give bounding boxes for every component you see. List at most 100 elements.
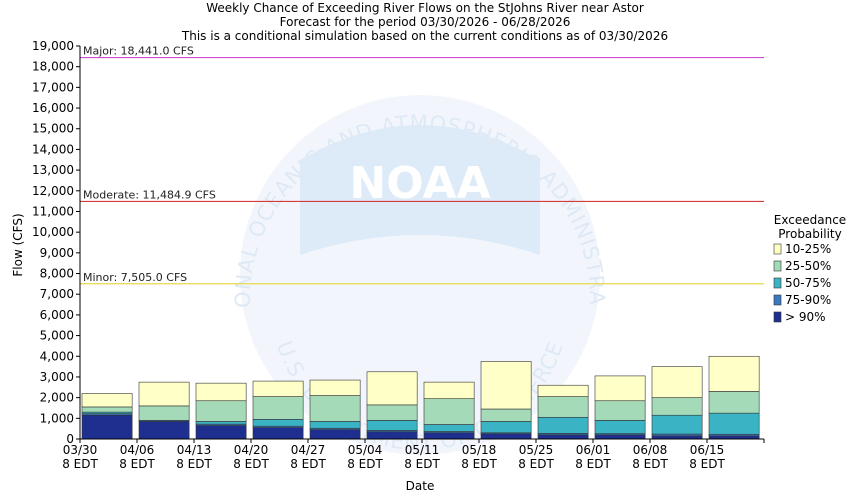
x-tick-label-time: 8 EDT: [119, 457, 155, 471]
y-tick-label: 11,000: [32, 204, 74, 218]
bar-segment: [423, 381, 475, 399]
bar-segment: [480, 421, 532, 434]
x-tick-label-time: 8 EDT: [632, 457, 668, 471]
x-tick-label-time: 8 EDT: [404, 457, 440, 471]
y-tick-label: 0: [66, 432, 74, 446]
legend-label: 50-75%: [785, 276, 831, 290]
y-tick-label: 12,000: [32, 184, 74, 198]
x-tick-label-date: 05/18: [462, 443, 497, 457]
legend-label: 10-25%: [785, 242, 831, 256]
y-tick-label: 3,000: [40, 370, 74, 384]
bar-segment: [309, 379, 361, 396]
bar-segment: [81, 414, 133, 440]
legend-swatch: [773, 243, 782, 255]
stacked-bars: [81, 355, 760, 440]
x-tick-label-time: 8 EDT: [689, 457, 725, 471]
bar-segment: [252, 419, 304, 427]
legend-swatch: [773, 311, 782, 323]
x-tick-label-date: 05/11: [405, 443, 440, 457]
chart-subtitle-period: Forecast for the period 03/30/2026 - 06/…: [279, 15, 571, 29]
legend-label: 75-90%: [785, 293, 831, 307]
threshold-lines: Major: 18,441.0 CFS Moderate: 11,484.9 CF…: [80, 45, 764, 285]
bar-segment: [138, 421, 190, 440]
x-tick-label-date: 06/01: [576, 443, 611, 457]
bar-segment: [594, 420, 646, 434]
y-tick-label: 16,000: [32, 101, 74, 115]
bar-segment: [366, 431, 418, 440]
x-tick-label-time: 8 EDT: [461, 457, 497, 471]
watermark-bird-shape: [300, 125, 540, 255]
x-tick-label-time: 8 EDT: [347, 457, 383, 471]
x-tick-label-date: 06/15: [690, 443, 725, 457]
bar-segment: [594, 400, 646, 421]
bar-segment: [480, 408, 532, 422]
bar-segment: [309, 429, 361, 440]
bar-segment: [423, 432, 475, 440]
x-tick-label-date: 04/13: [177, 443, 212, 457]
chart-titles: Weekly Chance of Exceeding River Flows o…: [0, 1, 850, 43]
y-tick-label: 14,000: [32, 142, 74, 156]
x-tick-label-time: 8 EDT: [62, 457, 98, 471]
x-tick-label-date: 03/30: [63, 443, 98, 457]
bar-segment: [195, 400, 247, 422]
y-axis-ticks: 0 1,000 2,000 3,000 4,000 5,000 6,000 7,000 8,00…: [32, 39, 80, 446]
threshold-label: Minor: 7,505.0 CFS: [83, 271, 187, 284]
bar-segment: [480, 433, 532, 440]
y-tick-label: 13,000: [32, 163, 74, 177]
bar-segment: [195, 425, 247, 440]
bar-segment: [537, 434, 589, 440]
legend-label: > 90%: [785, 310, 826, 324]
bar-segment: [594, 375, 646, 402]
bar-segment: [195, 421, 247, 425]
bar-segment: [423, 398, 475, 425]
y-tick-label: 9,000: [40, 246, 74, 260]
bar-segment: [651, 366, 703, 398]
y-tick-label: 1,000: [40, 411, 74, 425]
y-tick-label: 17,000: [32, 80, 74, 94]
y-tick-label: 6,000: [40, 308, 74, 322]
y-tick-label: 15,000: [32, 122, 74, 136]
y-tick-label: 2,000: [40, 391, 74, 405]
bar-segment: [537, 384, 589, 397]
bar-segment: [366, 371, 418, 406]
bar-segment: [252, 380, 304, 397]
y-tick-label: 5,000: [40, 329, 74, 343]
bar-segment: [651, 414, 703, 435]
bar-segment: [708, 355, 760, 392]
y-axis-label: Flow (CFS): [11, 213, 25, 276]
x-tick-label-date: 06/08: [633, 443, 668, 457]
x-tick-label-date: 04/27: [291, 443, 326, 457]
bar-segment: [252, 427, 304, 440]
y-tick-label: 19,000: [32, 39, 74, 53]
bar-segment: [138, 405, 190, 421]
bar-segment: [309, 421, 361, 429]
legend-swatch: [773, 277, 782, 289]
bar-segment: [81, 406, 133, 413]
legend-swatch: [773, 294, 782, 306]
bar-segment: [651, 397, 703, 416]
chart-subtitle-conditions: This is a conditional simulation based o…: [181, 29, 669, 43]
x-tick-label-date: 04/20: [234, 443, 269, 457]
legend-title: Exceedance: [774, 213, 846, 227]
x-tick-label-time: 8 EDT: [233, 457, 269, 471]
bar-segment: [138, 381, 190, 407]
x-tick-label-date: 05/04: [348, 443, 383, 457]
bar-segment: [195, 382, 247, 402]
bar-segment: [423, 424, 475, 432]
threshold-label: Major: 18,441.0 CFS: [83, 45, 194, 58]
bar-segment: [366, 420, 418, 431]
legend-label: 25-50%: [785, 259, 831, 273]
bar-segment: [708, 412, 760, 435]
y-tick-label: 7,000: [40, 287, 74, 301]
watermark-logo-text: NOAA: [349, 158, 490, 209]
bar-segment: [537, 396, 589, 418]
y-tick-label: 10,000: [32, 225, 74, 239]
x-tick-label-time: 8 EDT: [176, 457, 212, 471]
bar-segment: [252, 396, 304, 420]
x-axis-label: Date: [406, 479, 435, 493]
y-tick-label: 18,000: [32, 60, 74, 74]
threshold-label: Moderate: 11,484.9 CFS: [83, 188, 216, 201]
